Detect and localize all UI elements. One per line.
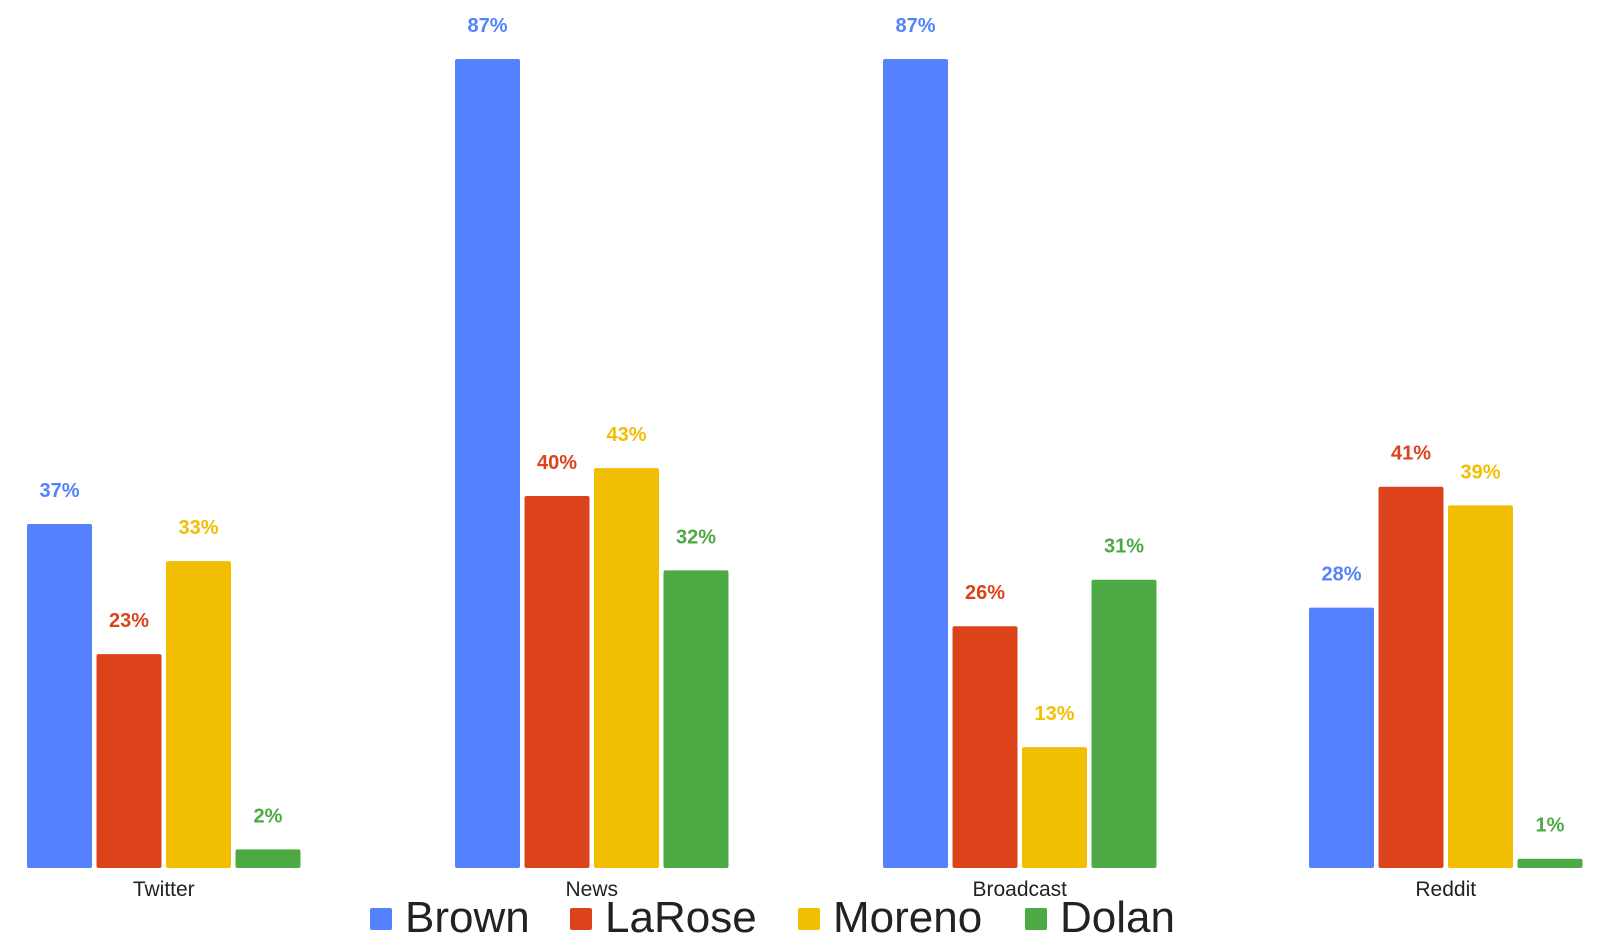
bar-broadcast-dolan: [1091, 579, 1157, 868]
data-label-twitter-moreno: 33%: [178, 517, 218, 539]
data-label-reddit-brown: 28%: [1321, 564, 1361, 586]
bars-layer: [27, 59, 1583, 868]
data-label-reddit-larose: 41%: [1391, 443, 1431, 465]
data-label-broadcast-larose: 26%: [965, 582, 1005, 604]
bar-reddit-dolan: [1517, 858, 1583, 868]
data-label-twitter-larose: 23%: [109, 610, 149, 632]
bar-reddit-larose: [1378, 486, 1444, 868]
legend: Brown LaRose Moreno Dolan: [370, 893, 1175, 942]
bar-twitter-moreno: [166, 561, 231, 868]
data-label-news-dolan: 32%: [676, 526, 716, 548]
bar-news-moreno: [594, 468, 659, 868]
legend-swatch-larose: [570, 908, 592, 930]
bar-reddit-brown: [1309, 607, 1374, 868]
bar-twitter-brown: [27, 523, 92, 868]
data-label-news-larose: 40%: [537, 452, 577, 474]
legend-item-moreno: Moreno: [798, 893, 982, 942]
legend-label-moreno: Moreno: [833, 893, 982, 942]
data-label-reddit-dolan: 1%: [1536, 815, 1565, 837]
x-tick-label-broadcast: Broadcast: [972, 878, 1067, 901]
legend-item-dolan: Dolan: [1025, 893, 1175, 942]
data-label-reddit-moreno: 39%: [1460, 461, 1500, 483]
legend-swatch-moreno: [798, 908, 820, 930]
bar-twitter-larose: [96, 654, 162, 868]
legend-label-brown: Brown: [405, 893, 530, 942]
legend-label-dolan: Dolan: [1060, 893, 1175, 942]
x-tick-label-twitter: Twitter: [133, 878, 195, 901]
bar-broadcast-brown: [883, 59, 948, 868]
x-tick-label-news: News: [565, 878, 618, 901]
legend-swatch-brown: [370, 908, 392, 930]
bar-reddit-moreno: [1448, 505, 1513, 868]
data-label-twitter-brown: 37%: [39, 480, 79, 502]
legend-item-brown: Brown: [370, 893, 530, 942]
legend-swatch-dolan: [1025, 908, 1047, 930]
data-label-broadcast-dolan: 31%: [1104, 536, 1144, 558]
x-axis-tick-labels: Twitter News Broadcast Reddit: [133, 878, 1476, 901]
data-label-news-moreno: 43%: [606, 424, 646, 446]
bar-twitter-dolan: [235, 849, 301, 868]
bar-news-brown: [455, 59, 520, 868]
data-label-broadcast-brown: 87%: [895, 15, 935, 37]
bar-news-larose: [524, 496, 590, 868]
data-label-news-brown: 87%: [467, 15, 507, 37]
data-label-twitter-dolan: 2%: [254, 805, 283, 827]
data-labels-layer: 37% 23% 33% 2% 87% 40% 43% 32% 87% 26% 13% 31% 28% 41…: [39, 15, 1564, 837]
data-label-broadcast-moreno: 13%: [1034, 703, 1074, 725]
legend-item-larose: LaRose: [570, 893, 757, 942]
bar-broadcast-larose: [952, 626, 1018, 868]
x-tick-label-reddit: Reddit: [1415, 878, 1476, 901]
legend-label-larose: LaRose: [605, 893, 757, 942]
bar-broadcast-moreno: [1022, 747, 1087, 868]
bar-news-dolan: [663, 570, 729, 868]
